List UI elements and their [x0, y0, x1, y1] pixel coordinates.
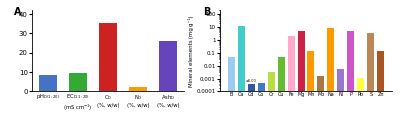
Bar	[308, 51, 314, 127]
Text: B: B	[203, 7, 210, 17]
Bar	[318, 76, 324, 127]
Bar	[248, 84, 255, 127]
Bar	[367, 33, 374, 127]
Bar	[298, 31, 304, 127]
Bar	[99, 23, 117, 91]
Bar	[228, 57, 235, 127]
Bar	[258, 83, 265, 127]
Bar	[357, 77, 364, 127]
Bar	[288, 36, 294, 127]
Bar	[69, 73, 87, 91]
Bar	[347, 31, 354, 127]
Bar	[39, 75, 57, 91]
Y-axis label: Mineral elements (mg g⁻¹): Mineral elements (mg g⁻¹)	[188, 15, 194, 87]
Bar	[278, 57, 284, 127]
Bar	[377, 51, 384, 127]
Bar	[268, 72, 275, 127]
Text: ≤0.00: ≤0.00	[246, 79, 256, 83]
Bar	[328, 28, 334, 127]
Bar	[129, 87, 147, 91]
Text: A: A	[14, 7, 21, 17]
Bar	[238, 26, 245, 127]
Bar	[337, 68, 344, 127]
Bar	[159, 41, 177, 91]
